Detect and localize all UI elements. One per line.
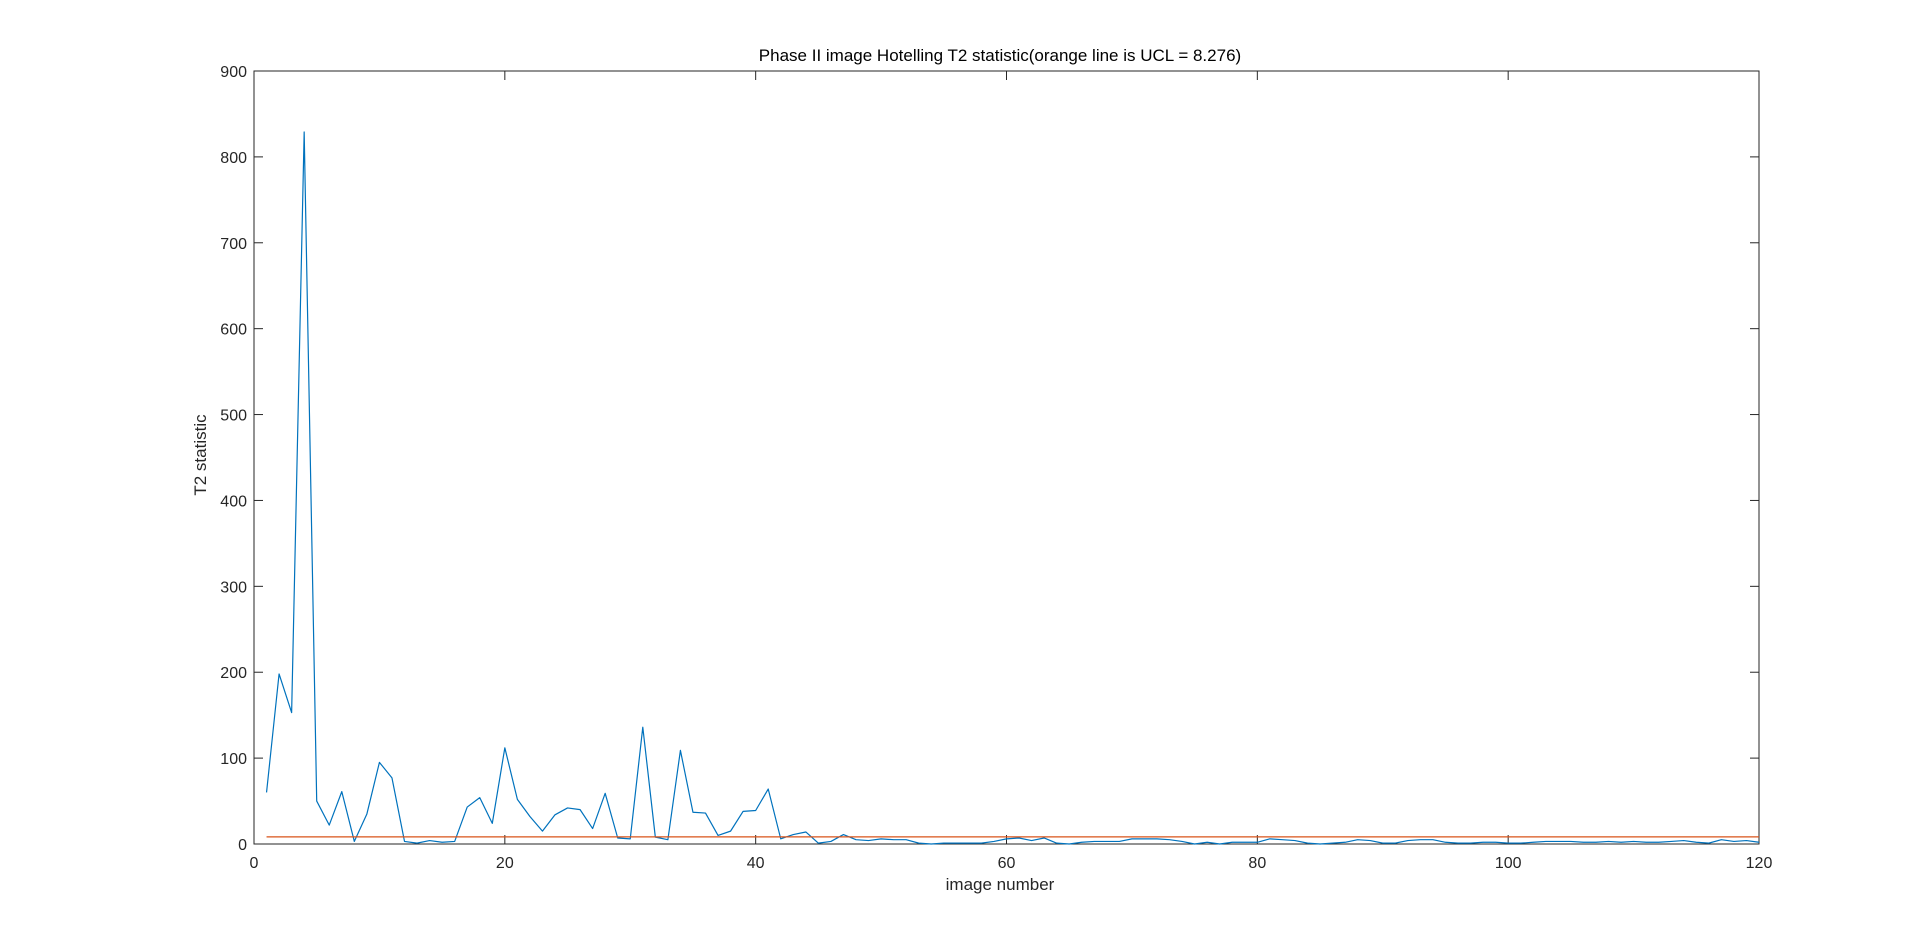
y-tick-label: 800 (220, 150, 247, 167)
series-layer (265, 131, 1760, 845)
tick-labels: 0 20 40 60 80 100 120 0 100 200 300 400 500 600 700 800… (220, 64, 1772, 872)
y-tick-label: 500 (220, 408, 247, 425)
y-tick-label: 400 (220, 493, 247, 510)
x-axis-label: image number (946, 875, 1055, 894)
chart-title: Phase II image Hotelling T2 statistic(or… (759, 46, 1241, 65)
axes-frame (253, 70, 1760, 845)
y-tick-label: 900 (220, 64, 247, 81)
x-tick-label: 80 (1248, 855, 1266, 872)
ticks (253, 70, 1760, 845)
x-tick-label: 60 (998, 855, 1016, 872)
y-tick-label: 300 (220, 579, 247, 596)
t2-statistic-line (265, 131, 1760, 845)
y-tick-label: 200 (220, 665, 247, 682)
y-tick-label: 700 (220, 236, 247, 253)
y-tick-label: 100 (220, 751, 247, 768)
x-tick-label: 20 (496, 855, 514, 872)
x-tick-label: 0 (250, 855, 259, 872)
x-tick-label: 120 (1746, 855, 1773, 872)
y-axis-label: T2 statistic (191, 414, 210, 496)
x-tick-label: 100 (1495, 855, 1522, 872)
y-tick-label: 0 (238, 837, 247, 854)
x-tick-label: 40 (747, 855, 765, 872)
y-tick-label: 600 (220, 322, 247, 339)
plot-area-box (253, 70, 1760, 845)
